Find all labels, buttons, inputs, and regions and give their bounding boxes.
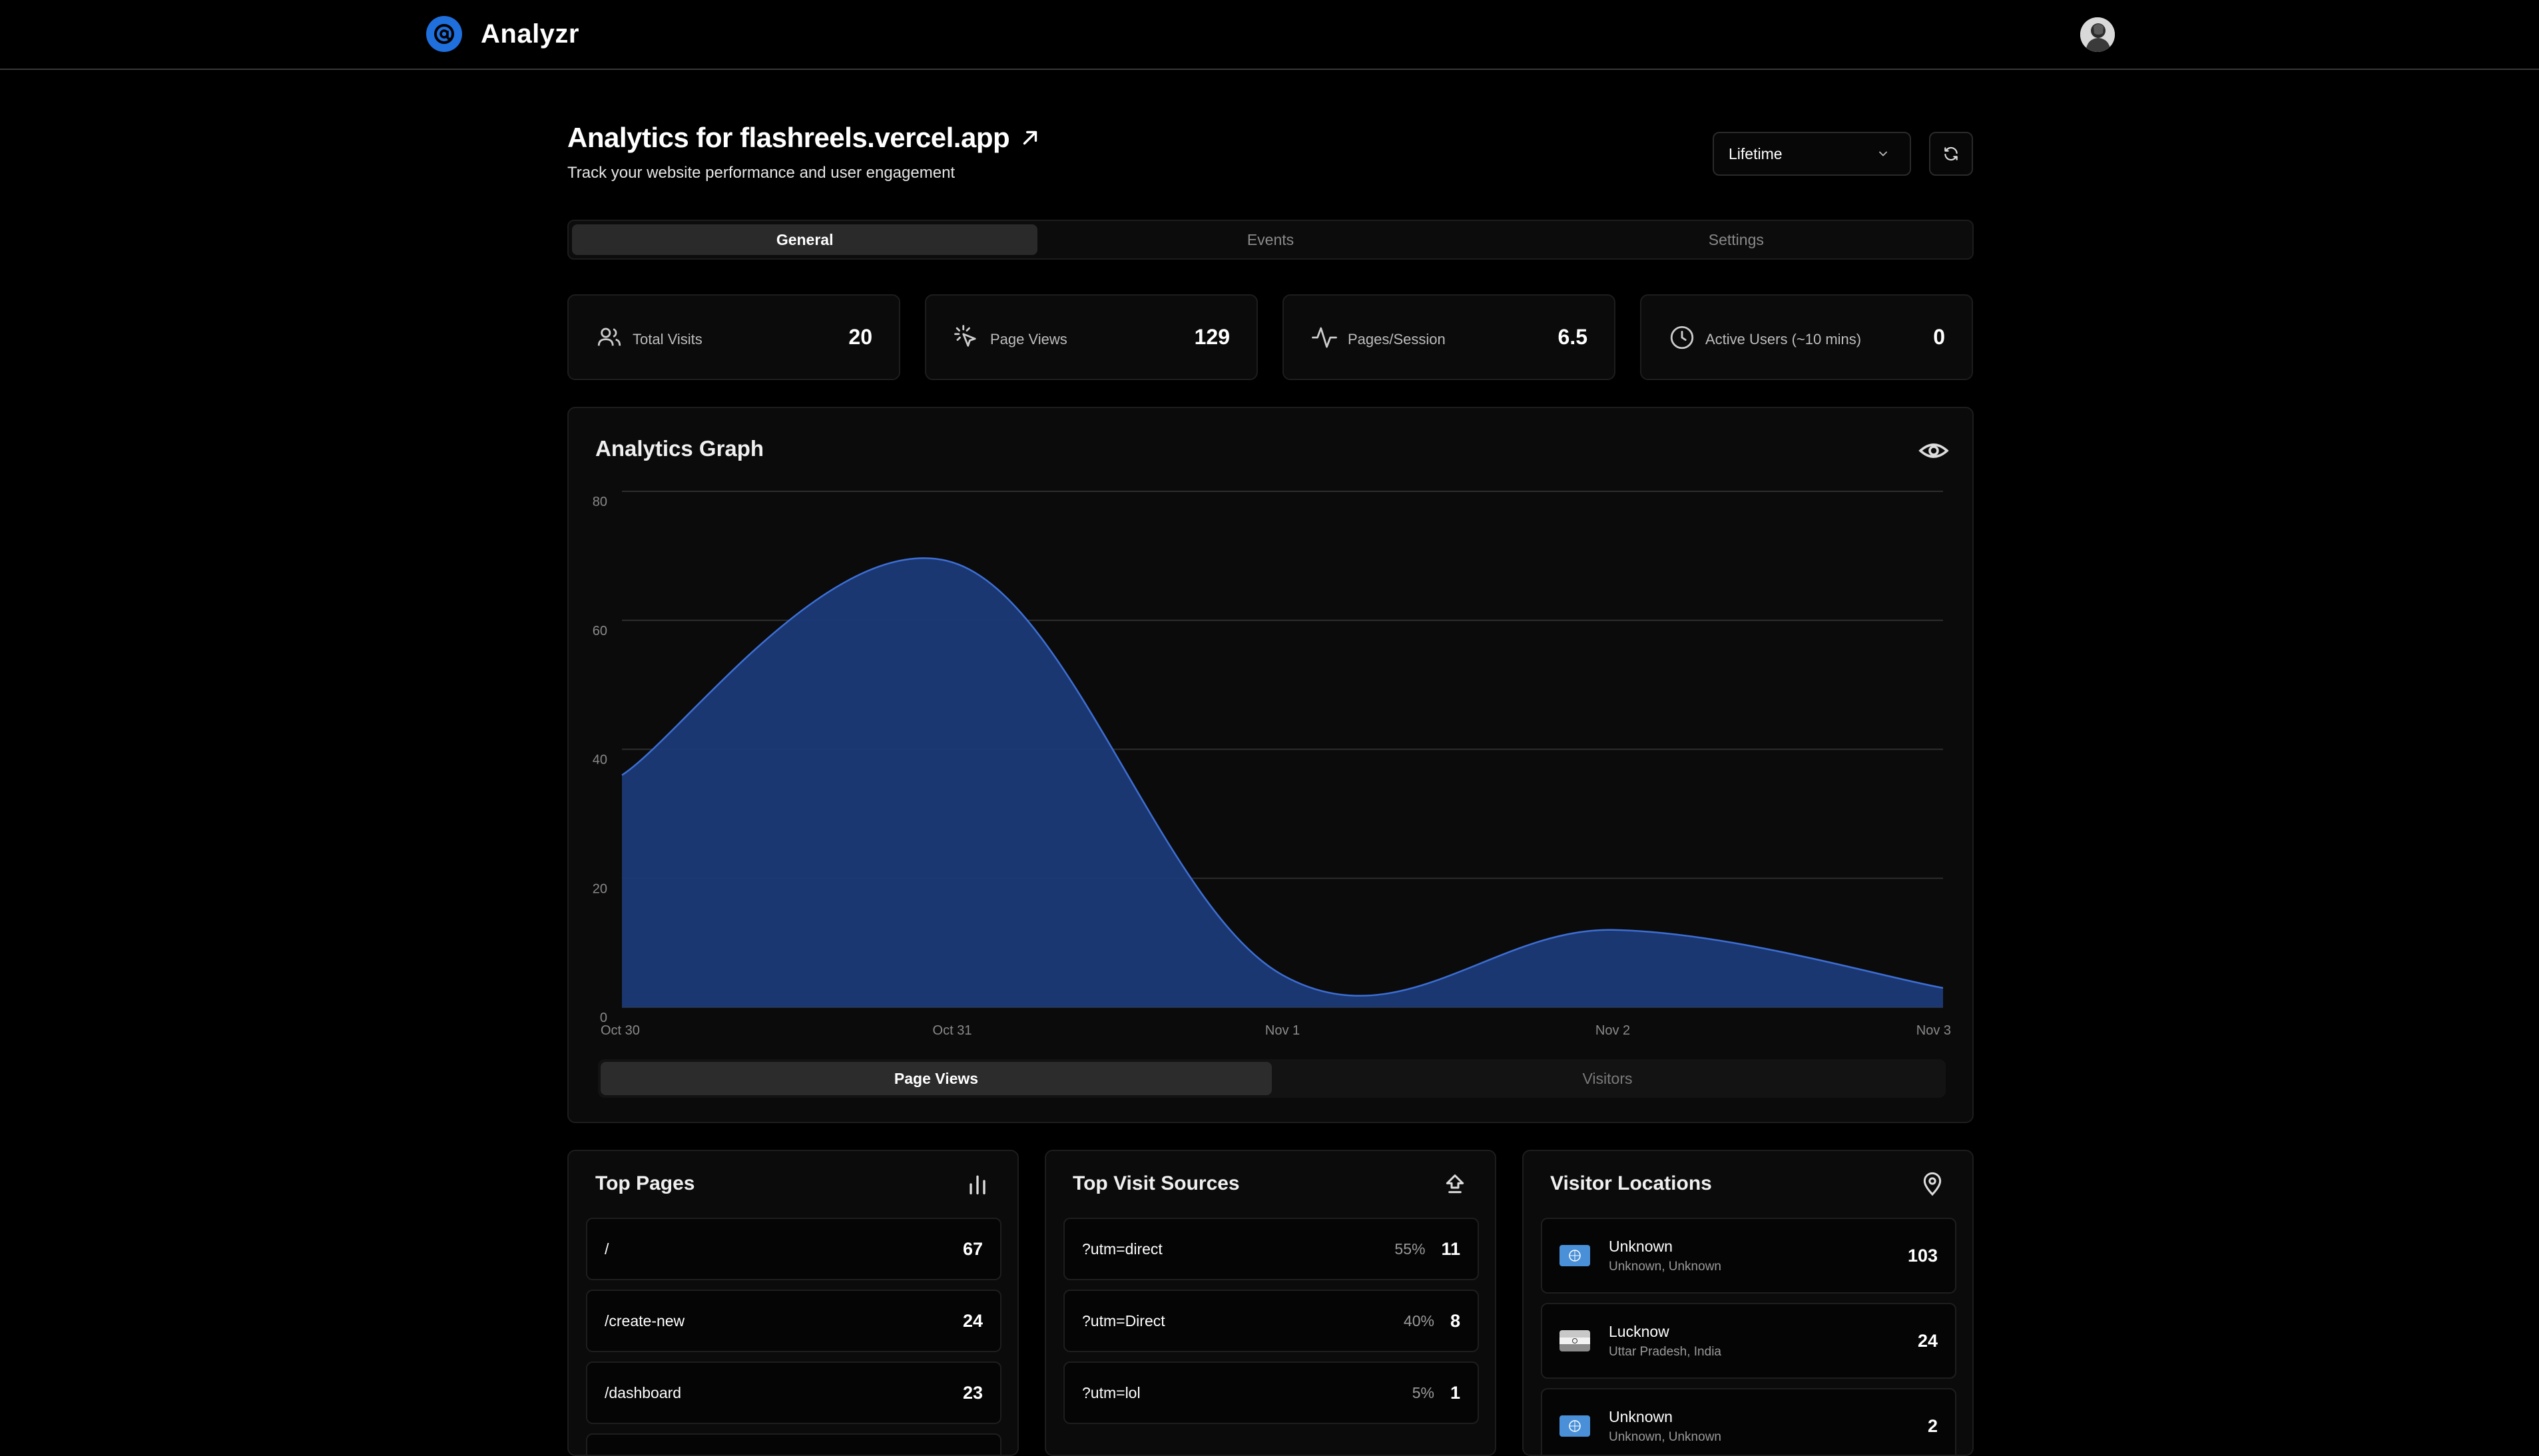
stat-value: 129: [1195, 325, 1230, 350]
x-tick-label: Nov 1: [1265, 1023, 1300, 1038]
stat-value: 6.5: [1558, 325, 1587, 350]
bar-chart-icon: [964, 1171, 991, 1198]
source-label: ?utm=direct: [1082, 1240, 1394, 1258]
stat-value: 0: [1933, 325, 1945, 350]
list-item[interactable]: Lucknow Uttar Pradesh, India 24: [1541, 1303, 1956, 1379]
chevron-down-icon: [1876, 147, 1890, 160]
page-title-text: Analytics for flashreels.vercel.app: [567, 122, 1009, 154]
page-title: Analytics for flashreels.vercel.app: [567, 122, 1041, 154]
location-text: Unknown Unknown, Unknown: [1609, 1238, 1908, 1274]
stat-card-pages-per-session: Pages/Session 6.5: [1282, 294, 1615, 380]
source-percent: 40%: [1404, 1312, 1434, 1330]
map-pin-icon: [1919, 1171, 1946, 1198]
y-tick-label: 40: [593, 753, 607, 768]
source-label: ?utm=lol: [1082, 1384, 1412, 1402]
source-count: 11: [1441, 1239, 1460, 1260]
user-avatar-icon[interactable]: [2080, 17, 2115, 52]
list-item[interactable]: ?utm=direct 55% 11: [1063, 1218, 1479, 1280]
visitor-locations-panel: Visitor Locations Unknown Unknown, Unkno…: [1522, 1150, 1974, 1456]
location-city: Unknown: [1609, 1238, 1908, 1256]
stat-card-page-views: Page Views 129: [925, 294, 1258, 380]
panel-title: Top Pages: [595, 1172, 695, 1195]
metric-page-views[interactable]: Page Views: [601, 1062, 1272, 1095]
location-city: Unknown: [1609, 1408, 1928, 1426]
app-name: Analyzr: [481, 19, 579, 49]
refresh-button[interactable]: [1929, 132, 1973, 176]
list-item[interactable]: /create-new 24: [586, 1290, 1001, 1352]
location-city: Lucknow: [1609, 1323, 1918, 1341]
location-count: 2: [1928, 1416, 1938, 1437]
page-path: /: [605, 1240, 963, 1258]
location-region: Uttar Pradesh, India: [1609, 1345, 1918, 1359]
page-count: 24: [963, 1311, 983, 1332]
clock-icon: [1668, 324, 1696, 352]
top-visit-sources-panel: Top Visit Sources ?utm=direct 55% 11 ?ut…: [1045, 1150, 1496, 1456]
refresh-icon: [1942, 145, 1960, 162]
date-range-select[interactable]: Lifetime: [1713, 132, 1911, 176]
activity-icon: [1310, 324, 1338, 352]
location-count: 103: [1908, 1246, 1938, 1266]
tab-events[interactable]: Events: [1037, 224, 1503, 255]
page-path: /create-new: [605, 1312, 963, 1330]
list-item[interactable]: ?utm=lol 5% 1: [1063, 1361, 1479, 1424]
cursor-click-icon: [953, 324, 981, 352]
y-tick-label: 80: [593, 495, 607, 509]
analyzr-logo-icon: [426, 16, 462, 52]
main-tabs: General Events Settings: [567, 220, 1974, 260]
panel-title: Visitor Locations: [1550, 1172, 1712, 1195]
page-count: 67: [963, 1239, 983, 1260]
y-tick-label: 20: [593, 881, 607, 896]
panel-title: Top Visit Sources: [1073, 1172, 1240, 1195]
stat-label: Active Users (~10 mins): [1705, 331, 1933, 348]
x-tick-label: Oct 30: [601, 1023, 640, 1038]
x-tick-label: Nov 3: [1916, 1023, 1951, 1038]
list-item[interactable]: ?utm=Direct 40% 8: [1063, 1290, 1479, 1352]
source-count: 8: [1450, 1311, 1460, 1332]
tab-settings[interactable]: Settings: [1504, 224, 1969, 255]
stat-value: 20: [848, 325, 872, 350]
brand[interactable]: Analyzr: [426, 16, 579, 52]
series-area-page-views: [622, 558, 1943, 1007]
external-link-icon[interactable]: [1019, 126, 1041, 149]
top-pages-panel: Top Pages / 67 /create-new 24 /dashboard…: [567, 1150, 1019, 1456]
list-item[interactable]: / 67: [586, 1218, 1001, 1280]
page-subtitle: Track your website performance and user …: [567, 164, 955, 182]
page-count: 23: [963, 1383, 983, 1403]
location-text: Lucknow Uttar Pradesh, India: [1609, 1323, 1918, 1359]
users-icon: [595, 324, 623, 352]
metric-visitors[interactable]: Visitors: [1272, 1062, 1943, 1095]
stat-card-active-users: Active Users (~10 mins) 0: [1640, 294, 1973, 380]
x-tick-label: Nov 2: [1595, 1023, 1630, 1038]
list-item[interactable]: Unknown Unknown, Unknown 2: [1541, 1388, 1956, 1456]
stat-card-total-visits: Total Visits 20: [567, 294, 900, 380]
stat-label: Page Views: [990, 331, 1195, 348]
source-percent: 55%: [1394, 1240, 1425, 1258]
top-navbar: Analyzr: [0, 0, 2539, 70]
y-tick-label: 60: [593, 624, 607, 638]
source-label: ?utm=Direct: [1082, 1312, 1404, 1330]
graph-metric-switch: Page Views Visitors: [598, 1059, 1946, 1098]
location-region: Unknown, Unknown: [1609, 1260, 1908, 1274]
stat-label: Pages/Session: [1348, 331, 1558, 348]
india-flag-icon: [1559, 1330, 1590, 1351]
page-path: /dashboard: [605, 1384, 963, 1402]
list-item[interactable]: Unknown Unknown, Unknown 103: [1541, 1218, 1956, 1294]
location-text: Unknown Unknown, Unknown: [1609, 1408, 1928, 1445]
share-icon: [1442, 1171, 1468, 1198]
tab-general[interactable]: General: [572, 224, 1037, 255]
list-item[interactable]: [586, 1433, 1001, 1456]
un-flag-icon: [1559, 1415, 1590, 1437]
un-flag-icon: [1559, 1245, 1590, 1266]
x-tick-label: Oct 31: [933, 1023, 972, 1038]
date-range-value: Lifetime: [1729, 145, 1783, 163]
source-count: 1: [1450, 1383, 1460, 1403]
location-region: Unknown, Unknown: [1609, 1430, 1928, 1445]
stat-label: Total Visits: [633, 331, 848, 348]
location-count: 24: [1918, 1331, 1938, 1351]
list-item[interactable]: /dashboard 23: [586, 1361, 1001, 1424]
source-percent: 5%: [1412, 1384, 1434, 1402]
